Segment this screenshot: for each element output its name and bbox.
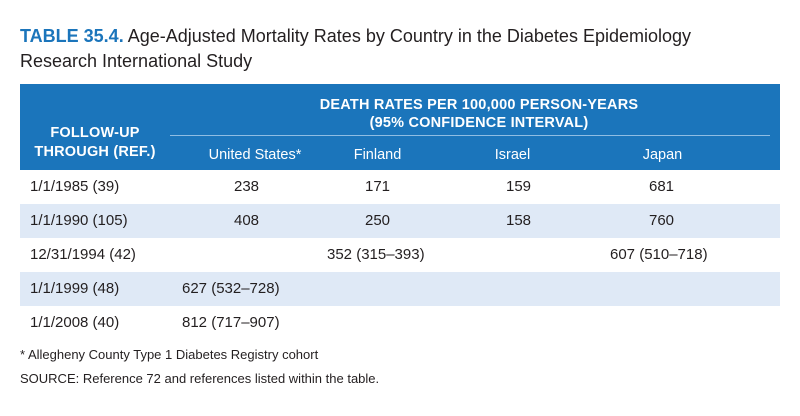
row-label: 1/1/1999 (48) — [30, 280, 120, 297]
cell-finland: 171 — [365, 178, 391, 195]
row-label: 1/1/1990 (105) — [30, 212, 128, 229]
span-header-line1: DEATH RATES PER 100,000 PERSON-YEARS — [319, 97, 639, 113]
cell-united-states: 238 — [234, 178, 260, 195]
table-row: 1/1/1990 (105) 408 250 158 760 — [20, 204, 780, 238]
cell-japan: 607 (510–718) — [610, 246, 708, 263]
cell-finland: 352 (315–393) — [327, 246, 425, 263]
row-label: 1/1/2008 (40) — [30, 314, 120, 331]
source-note: SOURCE: Reference 72 and references list… — [20, 371, 380, 386]
table-number: TABLE 35.4. — [20, 26, 124, 46]
cell-united-states: 408 — [234, 212, 260, 229]
table-caption: TABLE 35.4. Age-Adjusted Mortality Rates… — [20, 24, 780, 74]
table-row: 12/31/1994 (42) 352 (315–393) 607 (510–7… — [20, 238, 780, 272]
row-header-line2: THROUGH (REF.) — [34, 144, 156, 160]
column-header-israel: Israel — [494, 147, 531, 163]
span-header-line2: (95% CONFIDENCE INTERVAL) — [369, 115, 589, 131]
cell-finland: 250 — [365, 212, 391, 229]
cell-israel: 158 — [506, 212, 532, 229]
column-header-united-states: United States* — [208, 147, 302, 163]
row-header: FOLLOW-UP THROUGH (REF.) — [20, 124, 170, 162]
cell-united-states: 627 (532–728) — [182, 280, 280, 297]
footnote: * Allegheny County Type 1 Diabetes Regis… — [20, 347, 319, 362]
cell-japan: 681 — [649, 178, 675, 195]
table-header: DEATH RATES PER 100,000 PERSON-YEARS (95… — [20, 84, 780, 170]
table-row: 1/1/2008 (40) 812 (717–907) — [20, 306, 780, 340]
table-title-line2: Research International Study — [20, 51, 253, 71]
table-row: 1/1/1999 (48) 627 (532–728) — [20, 272, 780, 306]
span-header: DEATH RATES PER 100,000 PERSON-YEARS (95… — [178, 96, 780, 132]
column-header-japan: Japan — [642, 147, 683, 163]
row-header-line1: FOLLOW-UP — [50, 125, 140, 141]
cell-united-states: 812 (717–907) — [182, 314, 280, 331]
row-label: 1/1/1985 (39) — [30, 178, 120, 195]
table-title-line1: Age-Adjusted Mortality Rates by Country … — [127, 26, 692, 46]
cell-israel: 159 — [506, 178, 532, 195]
column-header-finland: Finland — [353, 147, 402, 163]
cell-japan: 760 — [649, 212, 675, 229]
header-rule — [170, 135, 770, 136]
table-row: 1/1/1985 (39) 238 171 159 681 — [20, 170, 780, 204]
row-label: 12/31/1994 (42) — [30, 246, 136, 263]
